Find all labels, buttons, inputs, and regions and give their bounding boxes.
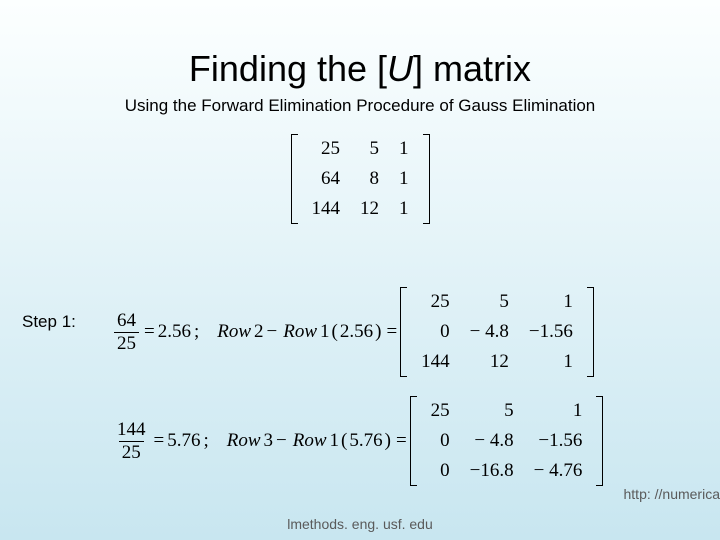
eq2-result-matrix: 25 5 1 0 − 4.8 −1.56 0 −16.8 − 4.76 xyxy=(410,396,604,486)
page-title: Finding the [U] matrix xyxy=(0,0,720,90)
title-after: ] matrix xyxy=(413,48,531,89)
initial-matrix: 25 5 1 64 8 1 144 12 1 xyxy=(291,134,430,224)
table-row: 0 − 4.8 −1.56 xyxy=(411,317,583,347)
table-row: 0 − 4.8 −1.56 xyxy=(421,426,593,456)
table-row: 144 12 1 xyxy=(411,347,583,377)
initial-matrix-wrap: 25 5 1 64 8 1 144 12 1 xyxy=(0,134,720,224)
eq1-result-matrix: 25 5 1 0 − 4.8 −1.56 144 12 1 xyxy=(400,287,594,377)
table-row: 64 8 1 xyxy=(302,164,419,194)
equation-1: 64 25 = 2.56 ; Row2 − Row1 (2.56) = 25 5… xyxy=(112,287,594,377)
eq2-value: 5.76 xyxy=(167,430,200,452)
table-row: 25 5 1 xyxy=(302,134,419,164)
slide: Finding the [U] matrix Using the Forward… xyxy=(0,0,720,540)
equation-2: 144 25 = 5.76 ; Row3 − Row1 (5.76) = 25 … xyxy=(112,396,603,486)
footer-center: lmethods. eng. usf. edu xyxy=(0,516,720,532)
table-row: 25 5 1 xyxy=(411,287,583,317)
title-before: Finding the [ xyxy=(189,48,387,89)
initial-matrix-table: 25 5 1 64 8 1 144 12 1 xyxy=(302,134,419,224)
table-row: 144 12 1 xyxy=(302,194,419,224)
table-row: 25 5 1 xyxy=(421,396,593,426)
subtitle: Using the Forward Elimination Procedure … xyxy=(0,96,720,116)
footer-right: http: //numerica xyxy=(624,486,720,502)
fraction-1: 64 25 xyxy=(114,311,139,354)
step-label: Step 1: xyxy=(22,312,76,332)
table-row: 0 −16.8 − 4.76 xyxy=(421,456,593,486)
title-italic: U xyxy=(387,48,413,89)
eq1-value: 2.56 xyxy=(158,321,191,343)
fraction-2: 144 25 xyxy=(114,420,149,463)
